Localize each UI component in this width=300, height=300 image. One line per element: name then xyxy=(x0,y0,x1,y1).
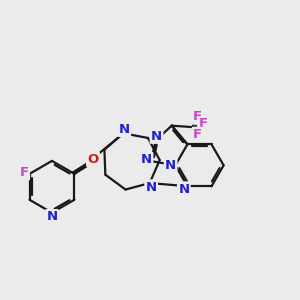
Text: N: N xyxy=(141,153,152,166)
Text: N: N xyxy=(146,181,157,194)
Text: N: N xyxy=(151,130,162,142)
Text: F: F xyxy=(193,110,202,123)
Text: N: N xyxy=(46,210,58,223)
Text: F: F xyxy=(193,128,202,141)
Text: F: F xyxy=(20,166,29,179)
Text: N: N xyxy=(165,159,176,172)
Text: O: O xyxy=(87,153,99,166)
Text: N: N xyxy=(119,123,130,136)
Text: N: N xyxy=(178,183,189,196)
Text: F: F xyxy=(198,117,208,130)
